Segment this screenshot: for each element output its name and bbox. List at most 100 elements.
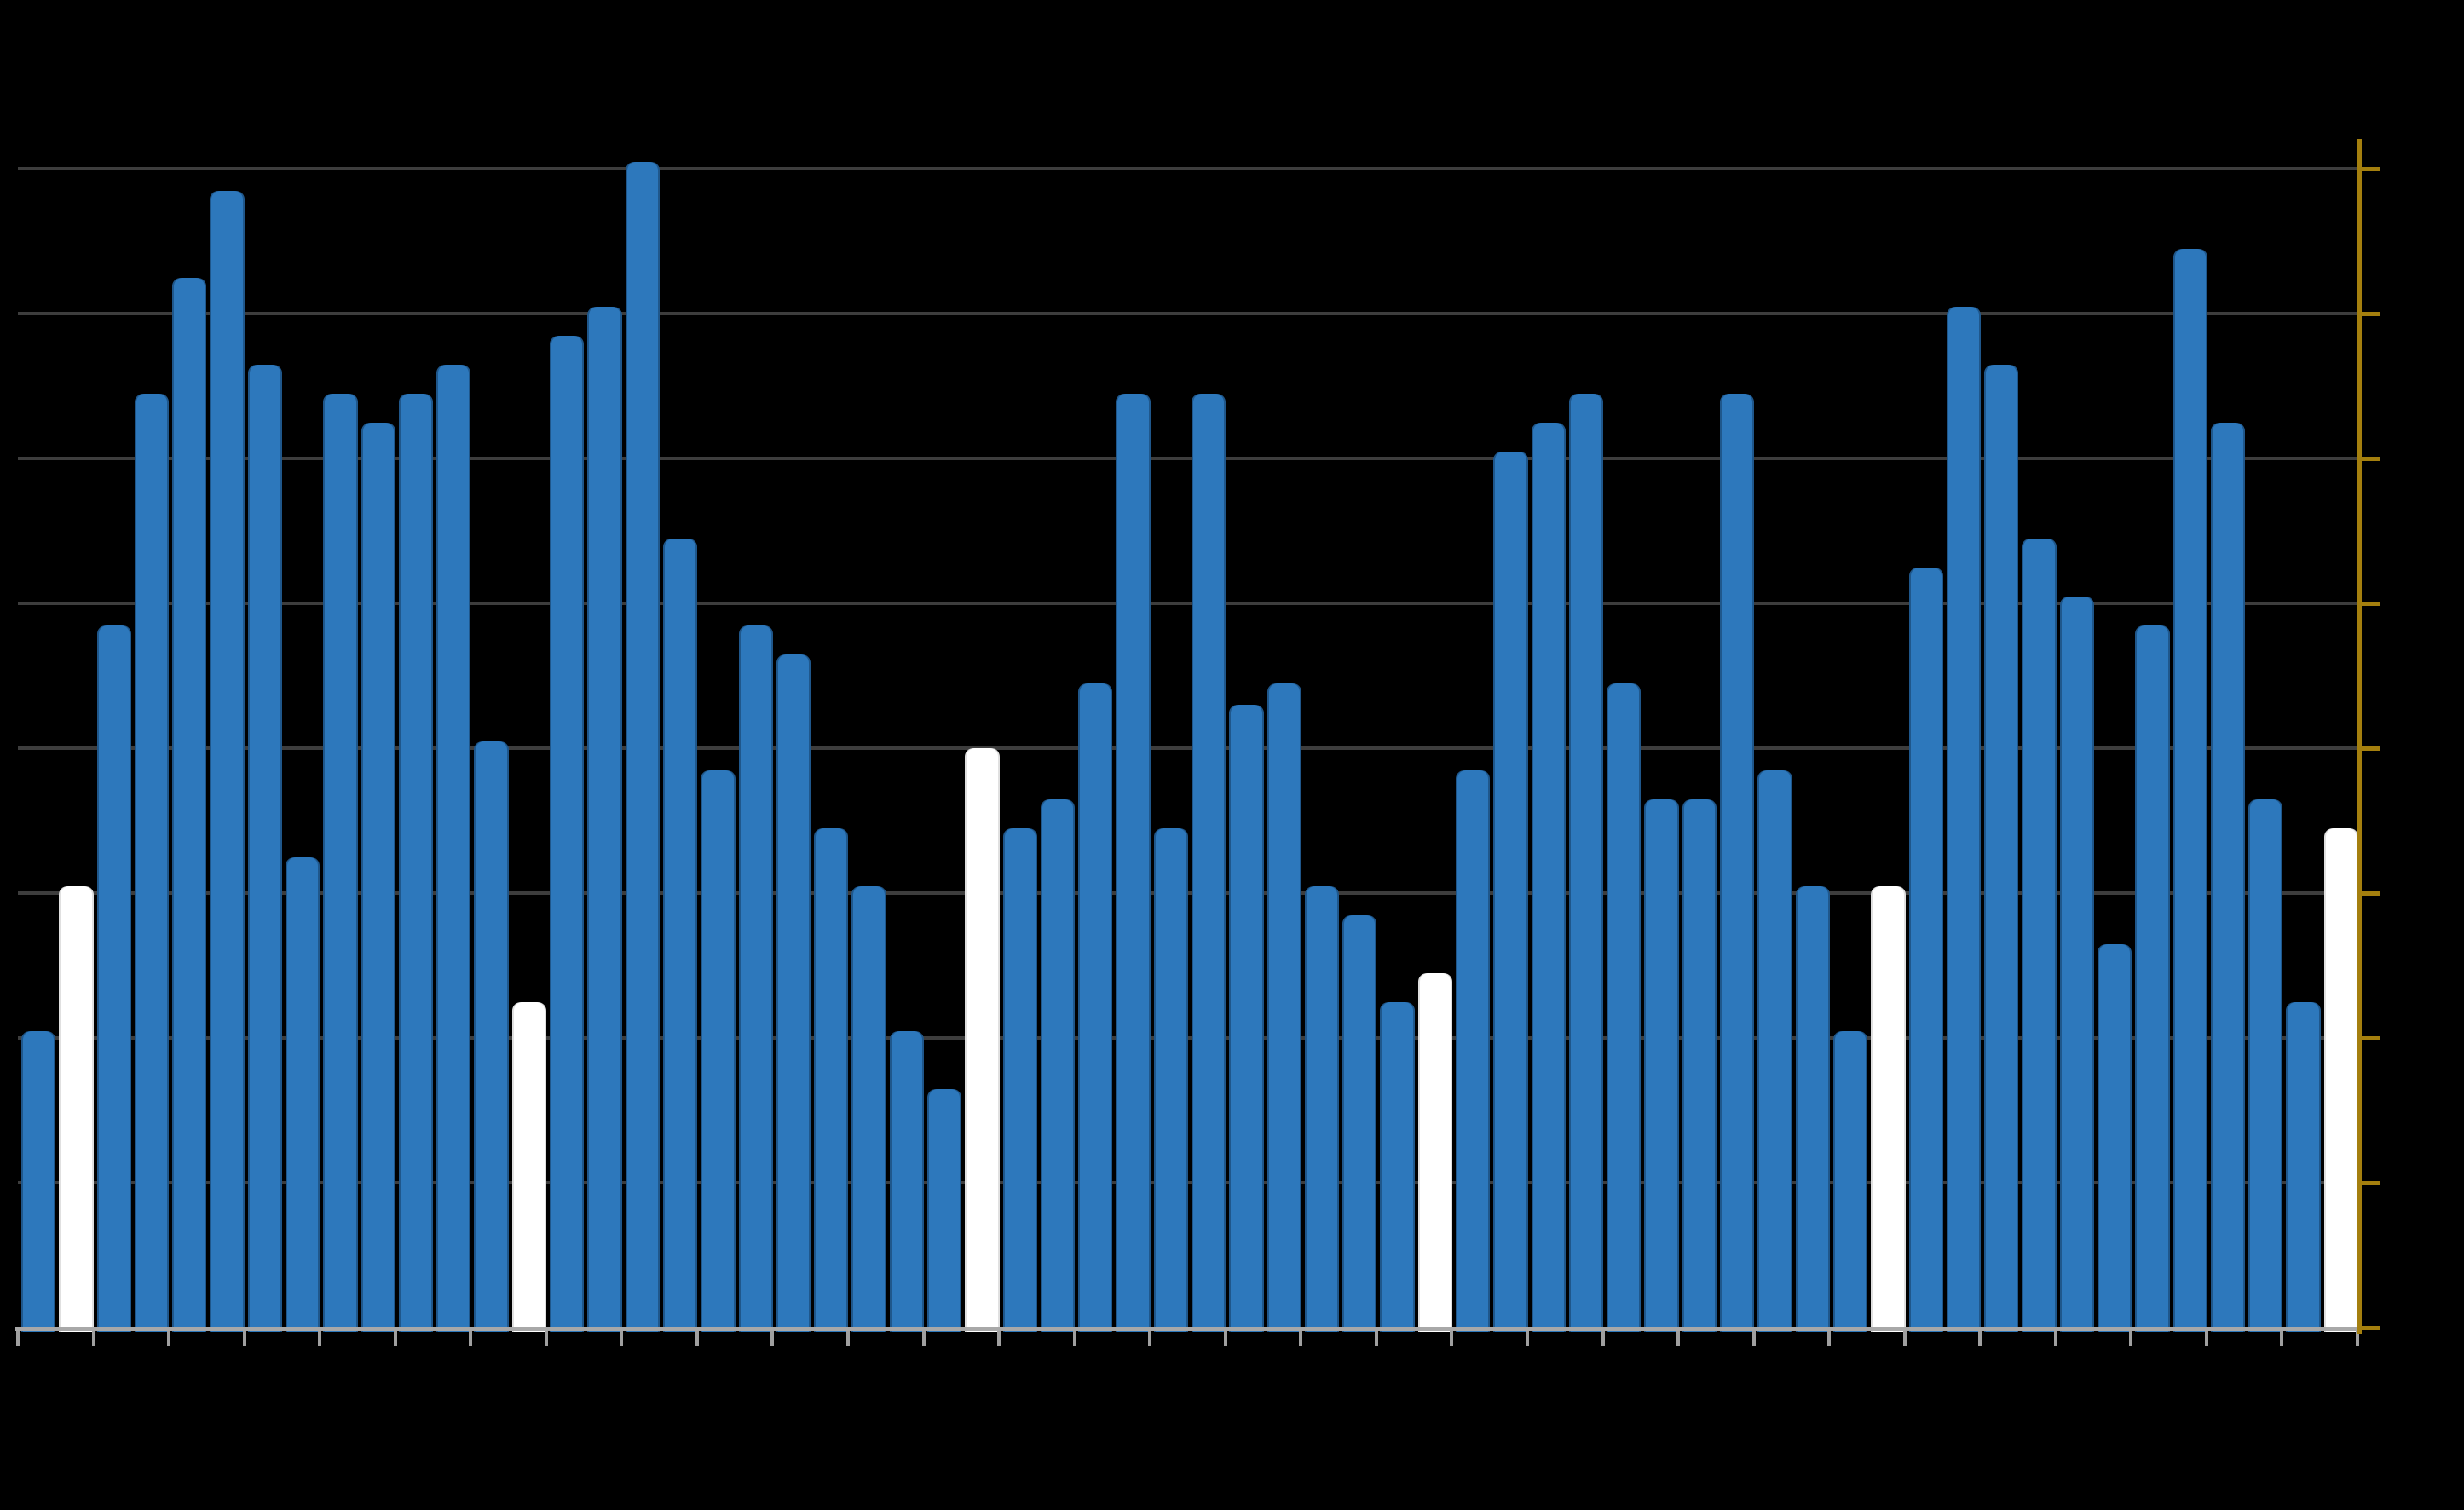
data-bar [2286,1001,2321,1332]
data-bar [926,1088,962,1332]
x-axis-tick [1751,1331,1756,1346]
x-axis-tick [393,1331,397,1346]
data-bar [96,625,131,1332]
highlight-bar [2323,827,2358,1332]
data-bar [1607,683,1642,1332]
gridline [18,746,2357,750]
data-bar [323,393,358,1332]
x-axis-tick [1601,1331,1605,1346]
right-axis-tick [2357,1181,2380,1185]
right-axis-line [2357,139,2362,1334]
x-axis-tick [620,1331,624,1346]
x-axis-tick [1978,1331,1982,1346]
x-axis-line [15,1327,2357,1331]
data-bar [2248,798,2283,1332]
right-axis-tick [2357,312,2380,316]
data-bar [247,364,283,1332]
data-bar [1456,769,1491,1332]
data-bar [1908,567,1943,1332]
data-bar [21,1030,56,1332]
data-bar [1380,1001,1415,1332]
gridline [18,167,2357,170]
data-bar [1568,393,1604,1332]
highlight-bar [965,748,1000,1332]
x-axis-tick [1902,1331,1907,1346]
data-bar [2210,422,2246,1332]
x-axis-tick [469,1331,473,1346]
x-axis-tick [695,1331,699,1346]
data-bar [776,654,811,1332]
highlight-bar [511,1001,547,1332]
data-bar [1002,827,1037,1332]
data-bar [1191,393,1226,1332]
data-bar [1531,422,1566,1332]
data-bar [1984,364,2019,1332]
right-axis-tick [2357,1036,2380,1040]
x-axis-tick [1072,1331,1076,1346]
data-bar [851,885,886,1332]
data-bar [1795,885,1830,1332]
x-axis-tick [921,1331,926,1346]
x-axis-tick [770,1331,775,1346]
highlight-bar [1417,972,1453,1332]
data-bar [1304,885,1340,1332]
x-axis-tick [1525,1331,1529,1346]
data-bar [210,190,245,1332]
x-axis-tick [16,1331,20,1346]
x-axis-tick [91,1331,95,1346]
data-bar [1342,914,1377,1332]
data-bar [2097,943,2132,1332]
right-axis-tick [2357,167,2380,171]
highlight-bar [1871,885,1906,1332]
data-bar [286,856,320,1332]
right-axis-tick [2357,457,2380,461]
data-bar [625,161,660,1332]
x-axis-tick [1148,1331,1152,1346]
right-axis-tick [2357,602,2380,606]
data-bar [398,393,434,1332]
data-bar [662,538,698,1332]
data-bar [2059,596,2094,1332]
x-axis-tick [2129,1331,2133,1346]
x-axis-tick [997,1331,1001,1346]
data-bar [2022,538,2057,1332]
x-axis-tick [544,1331,548,1346]
data-bar [2173,248,2207,1332]
data-bar [1832,1030,1868,1332]
data-bar [814,827,849,1332]
data-bar [134,393,170,1332]
x-axis-tick [2280,1331,2284,1346]
data-bar [1720,393,1755,1332]
gridline [18,602,2357,605]
gridline [18,312,2357,315]
right-axis-tick [2357,746,2380,751]
data-bar [550,335,585,1332]
data-bar [1153,827,1188,1332]
x-axis-tick [1676,1331,1681,1346]
data-bar [2135,625,2170,1332]
x-axis-tick [1299,1331,1303,1346]
data-bar [1682,798,1717,1332]
x-axis-tick [2356,1331,2359,1346]
x-axis-tick [846,1331,851,1346]
data-bar [1116,393,1151,1332]
x-axis-tick [318,1331,322,1346]
right-axis-tick [2357,891,2380,896]
x-axis-tick [242,1331,246,1346]
data-bar [587,306,622,1332]
data-bar [361,422,395,1332]
data-bar [889,1030,924,1332]
x-axis-tick [1223,1331,1227,1346]
data-bar [738,625,773,1332]
data-bar [1267,683,1301,1332]
data-bar [1946,306,1982,1332]
data-bar [1040,798,1076,1332]
x-axis-tick [1827,1331,1832,1346]
highlight-bar [59,885,94,1332]
x-axis-tick [2053,1331,2057,1346]
x-axis-tick [1374,1331,1378,1346]
x-axis-tick [167,1331,171,1346]
data-bar [701,769,736,1332]
